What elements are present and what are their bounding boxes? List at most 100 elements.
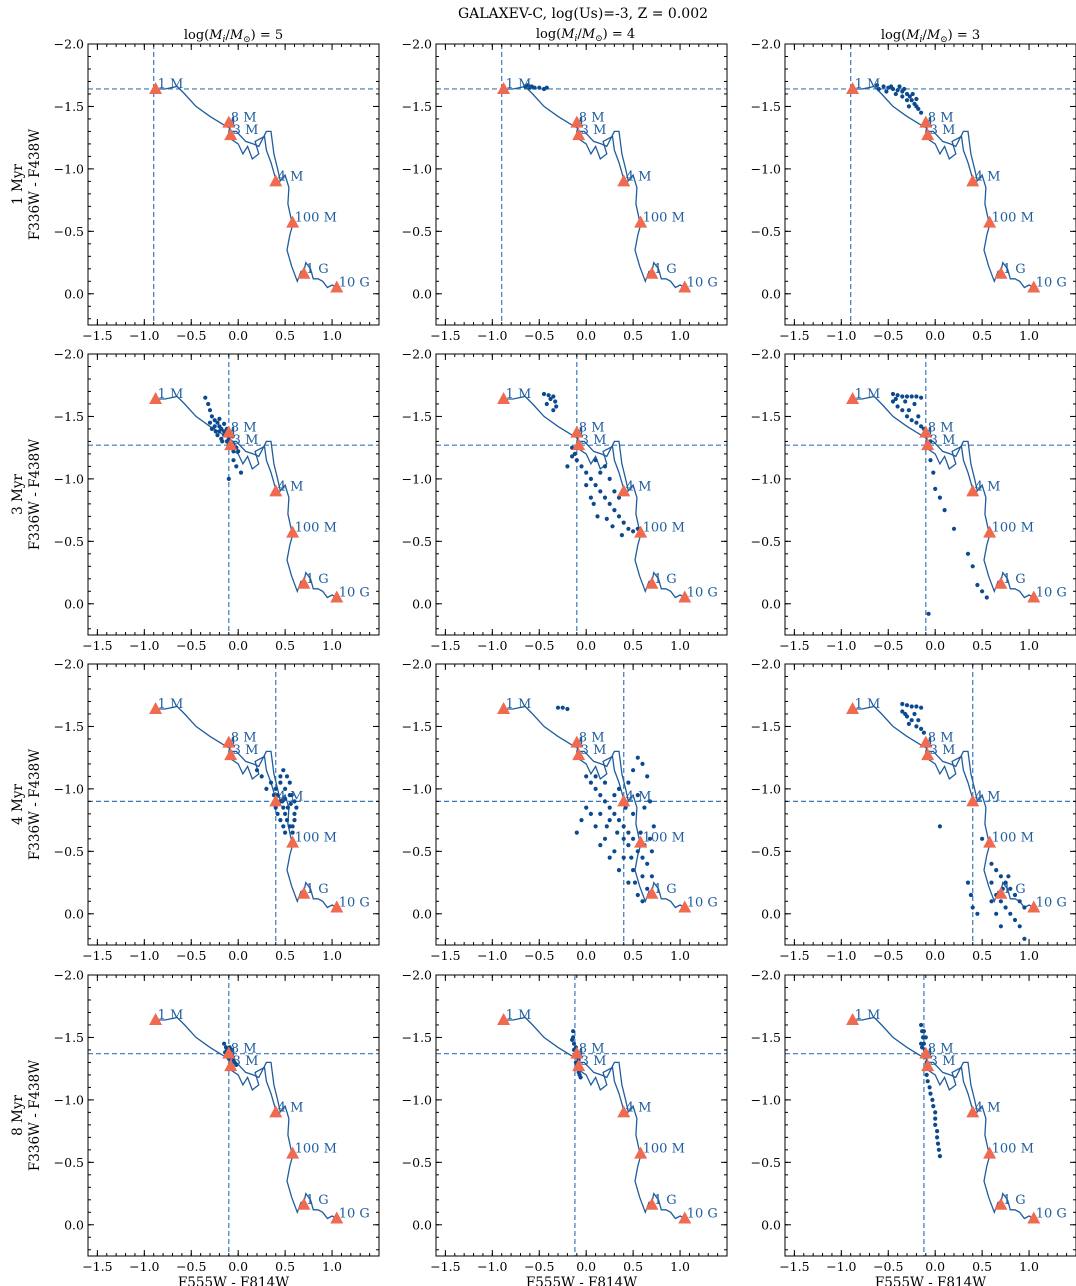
age-marker	[1027, 280, 1041, 293]
age-marker-label: 4 M	[975, 789, 1001, 804]
cluster-point	[631, 811, 636, 817]
y-tick-label: −0.5	[54, 534, 84, 549]
age-marker	[617, 1105, 631, 1118]
cluster-point	[876, 86, 882, 92]
cluster-point	[909, 704, 914, 709]
cluster-point	[910, 91, 915, 97]
cluster-point	[631, 868, 636, 873]
age-marker	[617, 174, 631, 187]
x-tick-label: 0.0	[576, 328, 596, 343]
cluster-point	[264, 786, 269, 792]
cluster-point	[607, 805, 612, 810]
cluster-point	[919, 424, 924, 429]
age-marker	[919, 1046, 933, 1059]
x-tick-label: 1.0	[322, 1259, 342, 1274]
cluster-point	[1003, 905, 1008, 910]
age-marker-label: 1 M	[855, 77, 881, 92]
age-marker	[149, 81, 163, 94]
y-tick-label: −0.5	[402, 534, 432, 549]
age-marker-label: 1 M	[506, 77, 532, 92]
cluster-point	[931, 470, 936, 475]
age-marker	[286, 215, 300, 228]
y-tick-label: −1.5	[54, 99, 84, 114]
age-marker-label: 3 M	[930, 123, 956, 138]
y-tick-label: −0.5	[751, 534, 781, 549]
cluster-point	[593, 774, 598, 779]
y-tick-label: −1.5	[54, 409, 84, 424]
cluster-point	[283, 830, 288, 835]
y-tick-label: −1.5	[402, 99, 432, 114]
cluster-point	[1022, 905, 1027, 910]
x-axis-label: F555W - F814W	[875, 1275, 986, 1286]
y-tick-label: −2.0	[751, 968, 781, 983]
cluster-point	[906, 408, 912, 413]
age-marker	[919, 735, 933, 748]
cluster-point	[906, 721, 912, 727]
x-tick-label: −1.0	[129, 328, 159, 343]
age-marker	[269, 484, 283, 497]
cluster-point	[900, 701, 905, 707]
y-tick-label: −1.0	[751, 161, 781, 176]
x-tick-label: −1.0	[477, 328, 507, 343]
x-tick-label: −1.5	[430, 948, 460, 963]
age-marker	[846, 391, 860, 404]
cluster-point	[220, 439, 225, 444]
age-marker-label: 3 M	[233, 743, 259, 758]
x-tick-label: −1.0	[826, 638, 856, 653]
cluster-point	[281, 824, 286, 829]
x-tick-label: 1.0	[670, 328, 690, 343]
cluster-point	[598, 489, 603, 494]
cluster-point	[900, 408, 905, 413]
age-marker-label: 4 M	[278, 169, 304, 184]
cluster-point	[292, 799, 297, 804]
cluster-point	[598, 793, 603, 798]
age-marker-label: 10 G	[1036, 1207, 1067, 1222]
cluster-point	[921, 730, 927, 735]
cluster-point	[290, 824, 295, 829]
cluster-point	[621, 836, 626, 841]
x-tick-label: 0.0	[925, 948, 945, 963]
cluster-point	[217, 416, 222, 421]
cluster-point	[554, 404, 559, 409]
model-track-loop	[925, 1061, 979, 1113]
age-marker	[634, 215, 648, 228]
cluster-point	[904, 98, 910, 103]
model-track-loop	[925, 130, 979, 182]
panel-r3-c3: 1 M 8 M3 M 4 M 100 M 1 G 10 G −1.5 −1.0 −0.5 0.0 0…	[751, 657, 1076, 963]
cluster-point	[919, 1041, 924, 1046]
cluster-point	[584, 470, 589, 475]
y-tick-label: 0.0	[64, 1217, 84, 1232]
cluster-point	[904, 414, 910, 419]
cluster-point	[632, 880, 638, 885]
age-marker-label: 1 G	[1003, 1193, 1026, 1208]
age-marker	[921, 128, 935, 141]
cluster-point	[607, 818, 612, 823]
y-tick-label: −1.5	[54, 1030, 84, 1045]
x-tick-label: 0.5	[972, 1259, 992, 1274]
cluster-point	[278, 774, 283, 779]
cluster-point	[548, 396, 553, 402]
cluster-point	[651, 824, 656, 829]
panel-r4-c2: 1 M 8 M3 M 4 M 100 M 1 G 10 G −1.5 −1.0 −0.5 0.0 0…	[402, 968, 728, 1286]
cluster-point	[933, 1122, 938, 1127]
cluster-point	[970, 564, 975, 569]
cluster-point	[213, 429, 218, 434]
age-marker	[222, 115, 236, 128]
cluster-point	[631, 836, 636, 841]
age-marker	[269, 174, 283, 187]
panel-frame	[784, 663, 1076, 946]
x-tick-label: −1.0	[129, 948, 159, 963]
x-tick-label: −0.5	[524, 328, 554, 343]
cluster-point	[607, 476, 612, 481]
cluster-point	[222, 421, 227, 426]
cluster-point	[607, 501, 612, 506]
cluster-point	[989, 880, 994, 885]
age-marker-label: 1 G	[654, 1193, 677, 1208]
panel-r1-c1: 1 M 8 M3 M 4 M 100 M 1 G 10 G −1.5 −1.0 −0.5 0.0 0…	[10, 28, 380, 343]
y-tick-label: −1.0	[402, 161, 432, 176]
y-tick-label: −2.0	[751, 657, 781, 672]
age-marker-label: 3 M	[581, 743, 607, 758]
cluster-point	[895, 404, 900, 409]
age-marker-label: 1 G	[1003, 572, 1026, 587]
cluster-point	[217, 429, 222, 434]
